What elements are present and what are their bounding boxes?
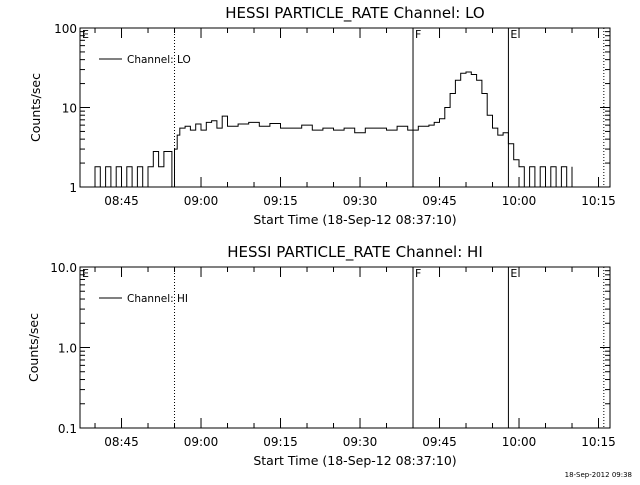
y-axis-label: Counts/sec bbox=[26, 313, 41, 382]
panel-hi: HESSI PARTICLE_RATE Channel: HI Start Tim… bbox=[26, 243, 616, 468]
x-tick-label: 10:15 bbox=[581, 194, 616, 208]
x-tick-label: 08:45 bbox=[104, 435, 139, 449]
series-line bbox=[89, 71, 573, 188]
legend-label: Channel: LO bbox=[127, 54, 191, 66]
flag-label: E bbox=[82, 267, 89, 280]
flag-label: E bbox=[510, 267, 517, 280]
x-tick-label: 09:30 bbox=[343, 194, 378, 208]
chart-title: HESSI PARTICLE_RATE Channel: LO bbox=[225, 4, 484, 23]
x-tick-label: 08:45 bbox=[104, 194, 139, 208]
x-tick-label: 10:15 bbox=[581, 435, 616, 449]
panel-lo: HESSI PARTICLE_RATE Channel: LO Start Tim… bbox=[28, 4, 616, 227]
flag-label: F bbox=[415, 28, 421, 41]
x-axis-label: Start Time (18-Sep-12 08:37:10) bbox=[253, 212, 456, 227]
x-tick-label: 10:00 bbox=[502, 435, 537, 449]
plot-frame bbox=[79, 266, 611, 429]
y-tick-label: 100 bbox=[54, 22, 77, 36]
x-axis-label: Start Time (18-Sep-12 08:37:10) bbox=[253, 453, 456, 468]
x-tick-label: 09:30 bbox=[343, 435, 378, 449]
y-tick-label: 10.0 bbox=[50, 261, 77, 275]
x-tick-label: 09:45 bbox=[422, 435, 457, 449]
y-tick-label: 1 bbox=[69, 181, 77, 195]
x-tick-label: 09:45 bbox=[422, 194, 457, 208]
y-axis-label: Counts/sec bbox=[28, 73, 43, 142]
flag-label: E bbox=[82, 28, 89, 41]
x-tick-label: 09:00 bbox=[184, 435, 219, 449]
x-tick-label: 09:15 bbox=[263, 435, 298, 449]
legend-label: Channel: HI bbox=[127, 293, 188, 305]
y-tick-label: 10 bbox=[62, 102, 77, 116]
flag-label: E bbox=[510, 28, 517, 41]
footer-timestamp: 18-Sep-2012 09:38 bbox=[565, 471, 632, 479]
x-tick-label: 10:00 bbox=[502, 194, 537, 208]
x-tick-label: 09:15 bbox=[263, 194, 298, 208]
chart-title: HESSI PARTICLE_RATE Channel: HI bbox=[227, 243, 483, 262]
flag-label: F bbox=[415, 267, 421, 280]
x-tick-label: 09:00 bbox=[184, 194, 219, 208]
y-tick-label: 1.0 bbox=[58, 342, 77, 356]
plot-frame bbox=[79, 27, 611, 188]
y-tick-label: 0.1 bbox=[58, 422, 77, 436]
